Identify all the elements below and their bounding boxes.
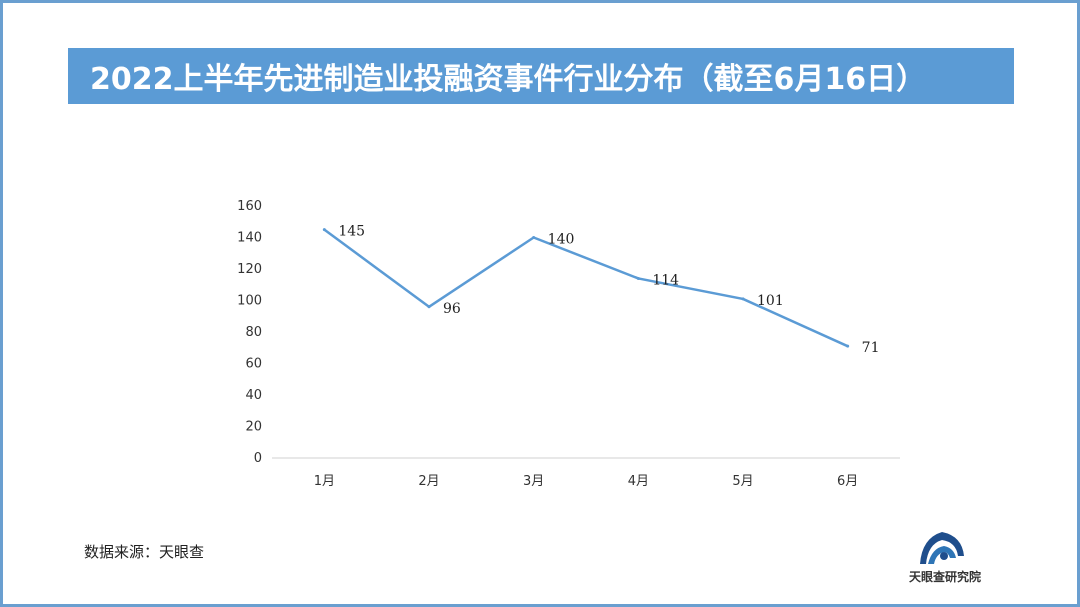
logo: 天眼查研究院 <box>900 526 990 590</box>
data-source: 数据来源：天眼查 <box>84 543 205 561</box>
data-label: 114 <box>652 272 679 288</box>
data-label: 145 <box>338 224 365 240</box>
y-tick-label: 160 <box>237 199 262 214</box>
y-tick-label: 80 <box>245 325 262 340</box>
y-tick-label: 140 <box>237 231 262 246</box>
data-point <box>846 344 850 348</box>
data-point <box>427 305 431 309</box>
series-layer <box>322 228 850 348</box>
y-tick-label: 120 <box>237 262 262 277</box>
data-label: 96 <box>443 301 461 317</box>
series-line <box>323 228 849 348</box>
x-tick-label: 3月 <box>523 474 544 489</box>
chart-title: 2022上半年先进制造业投融资事件行业分布（截至6月16日） <box>90 62 927 97</box>
data-point <box>636 276 640 280</box>
data-label: 101 <box>757 293 784 309</box>
y-tick-label: 60 <box>245 357 262 372</box>
x-tick-label: 5月 <box>732 474 753 489</box>
x-tick-label: 4月 <box>628 474 649 489</box>
data-point <box>532 236 536 239</box>
y-tick-label: 100 <box>237 294 262 309</box>
y-tick-label: 20 <box>245 420 262 435</box>
data-label-layer: 145 96 140 114 101 71 <box>338 224 879 357</box>
axis-layer: 0 20 40 60 80 100 120 140 160 1月 2月 3月 4月 5月 6月 <box>237 199 900 489</box>
data-label: 140 <box>548 232 575 248</box>
eye-logo-icon <box>920 532 964 564</box>
x-tick-label: 2月 <box>418 474 439 489</box>
y-tick-label: 40 <box>245 388 262 403</box>
y-tick-label: 0 <box>254 451 262 466</box>
x-tick-label: 1月 <box>314 474 335 489</box>
data-point <box>741 297 745 301</box>
data-label: 71 <box>862 340 880 356</box>
logo-text: 天眼查研究院 <box>908 570 981 584</box>
x-tick-label: 6月 <box>837 474 858 489</box>
title-bar: 2022上半年先进制造业投融资事件行业分布（截至6月16日） <box>68 48 1014 104</box>
data-point <box>322 228 326 232</box>
